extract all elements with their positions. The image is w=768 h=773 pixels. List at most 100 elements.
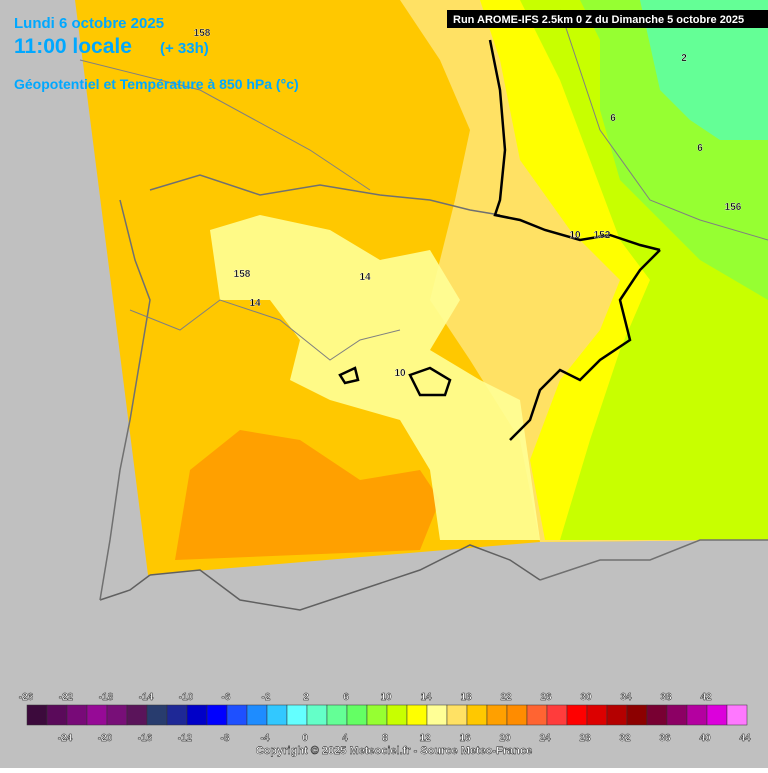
contour-label: 2 <box>681 53 687 64</box>
legend-label: -12 <box>178 733 193 744</box>
legend-label: 4 <box>342 733 348 744</box>
legend-label: 44 <box>739 733 751 744</box>
legend-swatch <box>526 704 548 726</box>
legend-swatch <box>266 704 288 726</box>
legend-label: 26 <box>540 692 552 703</box>
contour-label: 10 <box>394 368 406 379</box>
legend-label: -18 <box>99 692 114 703</box>
coastline <box>149 174 501 216</box>
coastline <box>99 574 151 601</box>
contour-label: 6 <box>610 113 616 124</box>
legend-swatch <box>146 704 168 726</box>
border <box>509 249 661 441</box>
legend-swatch <box>486 704 508 726</box>
coastline <box>539 539 768 581</box>
time: 11:00 locale <box>14 35 132 58</box>
legend-swatch <box>286 704 308 726</box>
legend-swatch <box>366 704 388 726</box>
isoline <box>559 9 768 241</box>
legend-swatch <box>586 704 608 726</box>
run-banner <box>447 10 768 28</box>
legend-swatch <box>566 704 588 726</box>
legend-swatch <box>226 704 248 726</box>
contour-label: 152 <box>594 230 611 241</box>
legend-label: 30 <box>580 692 592 703</box>
legend-swatch <box>606 704 628 726</box>
legend-label: 18 <box>460 692 472 703</box>
legend-label: 42 <box>700 692 712 703</box>
legend-label: -8 <box>221 733 230 744</box>
legend-label: 24 <box>539 733 551 744</box>
contour-labels: 158 158 14 14 10 10 152 156 6 6 2 <box>194 28 742 379</box>
legend-swatch <box>326 704 348 726</box>
run-info: Run AROME-IFS 2.5km 0 Z du Dimanche 5 oc… <box>453 14 744 26</box>
legend-swatch <box>26 704 48 726</box>
legend-swatch <box>166 704 188 726</box>
copyright: Copyright © 2025 Meteociel.fr - Source M… <box>256 745 532 757</box>
lead-time: (+ 33h) <box>160 40 209 57</box>
parameter: Géopotentiel et Température à 850 hPa (°… <box>14 76 299 92</box>
border <box>488 39 661 252</box>
legend-swatch <box>546 704 568 726</box>
contour-label: 6 <box>697 143 703 154</box>
legend-swatch <box>46 704 68 726</box>
legend-label: 12 <box>419 733 431 744</box>
legend-label: 2 <box>303 692 309 703</box>
legend-swatch <box>86 704 108 726</box>
legend-swatch <box>126 704 148 726</box>
legend-swatch <box>726 704 748 726</box>
legend-label: -22 <box>59 692 74 703</box>
legend-label: 8 <box>382 733 388 744</box>
legend-swatch <box>626 704 648 726</box>
legend-swatch <box>406 704 428 726</box>
coastline <box>149 544 541 611</box>
temp-zone-20 <box>175 430 440 560</box>
legend-label: 22 <box>500 692 512 703</box>
legend-label: -14 <box>139 692 154 703</box>
legend-label: 16 <box>459 733 471 744</box>
legend-label: -26 <box>19 692 34 703</box>
temp-zone-14 <box>210 215 540 540</box>
legend-swatch <box>686 704 708 726</box>
legend-label: 10 <box>380 692 392 703</box>
legend-swatch <box>346 704 368 726</box>
legend-swatch <box>506 704 528 726</box>
legend-label: 40 <box>699 733 711 744</box>
legend-label: -2 <box>262 692 271 703</box>
legend-label: -20 <box>98 733 113 744</box>
legend-swatch <box>186 704 208 726</box>
legend-label: 0 <box>302 733 308 744</box>
legend-swatch <box>706 704 728 726</box>
legend-swatch <box>386 704 408 726</box>
coastline <box>99 199 151 601</box>
isoline <box>129 299 401 361</box>
legend-swatch <box>66 704 88 726</box>
lake-outline <box>338 366 360 385</box>
legend-label: 14 <box>420 692 432 703</box>
contour-label: 156 <box>725 202 742 213</box>
legend-label: -16 <box>138 733 153 744</box>
legend-swatch <box>206 704 228 726</box>
legend-swatch <box>426 704 448 726</box>
contour-label: 158 <box>234 269 251 280</box>
isoline <box>79 59 371 191</box>
legend-swatch <box>246 704 268 726</box>
legend-swatch <box>666 704 688 726</box>
legend-label: 28 <box>579 733 591 744</box>
date: Lundi 6 octobre 2025 <box>14 15 164 32</box>
lake-outline <box>408 366 452 397</box>
legend-label: 6 <box>343 692 349 703</box>
legend-swatch <box>446 704 468 726</box>
legend: -26-24-22-20-18-16-14-12-10-8-6-4-202468… <box>19 692 752 744</box>
legend-label: 38 <box>660 692 672 703</box>
contour-label: 10 <box>569 230 581 241</box>
legend-swatch <box>646 704 668 726</box>
legend-label: 20 <box>499 733 511 744</box>
legend-label: -24 <box>58 733 73 744</box>
contour-label: 158 <box>194 28 211 39</box>
legend-label: -6 <box>222 692 231 703</box>
legend-swatch <box>106 704 128 726</box>
contour-label: 14 <box>249 298 261 309</box>
legend-label: -10 <box>179 692 194 703</box>
